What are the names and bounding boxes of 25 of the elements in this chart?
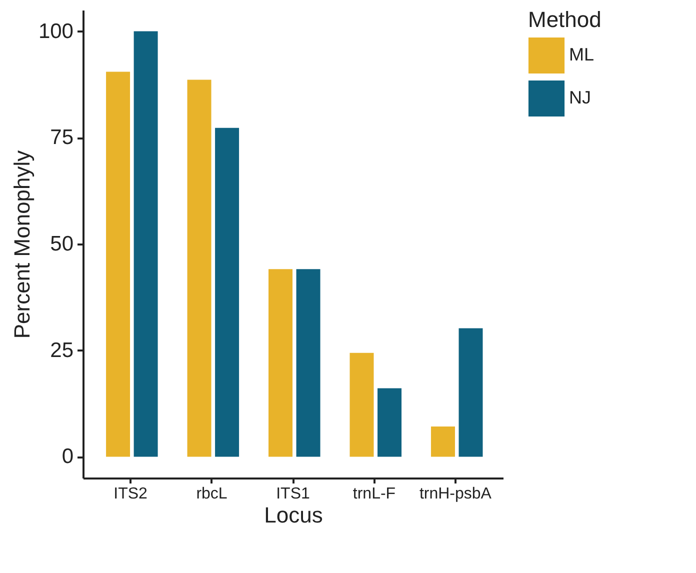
x-tick-label: trnL-F	[352, 486, 396, 502]
bar	[187, 80, 212, 457]
x-axis-title: Locus	[264, 502, 323, 528]
y-tick-label: 50	[50, 232, 74, 256]
bar	[296, 269, 320, 457]
bar	[215, 128, 240, 457]
y-axis-title: Percent Monophyly	[9, 150, 34, 339]
x-tick-label: trnH-psbA	[419, 486, 492, 502]
y-tick-label: 25	[50, 338, 74, 362]
bar	[350, 352, 374, 457]
legend-title: Method	[528, 7, 602, 32]
bar	[106, 72, 130, 457]
x-tick-label: ITS2	[114, 486, 148, 502]
legend-label: NJ	[569, 88, 591, 108]
bar	[268, 269, 292, 457]
y-tick-label: 100	[38, 20, 74, 43]
x-tick-label: ITS1	[276, 486, 310, 502]
x-tick-label: rbcL	[196, 486, 228, 502]
bar	[430, 426, 455, 457]
bar	[378, 388, 402, 457]
bar	[134, 31, 158, 457]
bar	[458, 328, 483, 457]
y-tick-label: 75	[50, 126, 74, 150]
legend-label: ML	[569, 44, 594, 64]
y-tick-label: 0	[62, 445, 74, 468]
